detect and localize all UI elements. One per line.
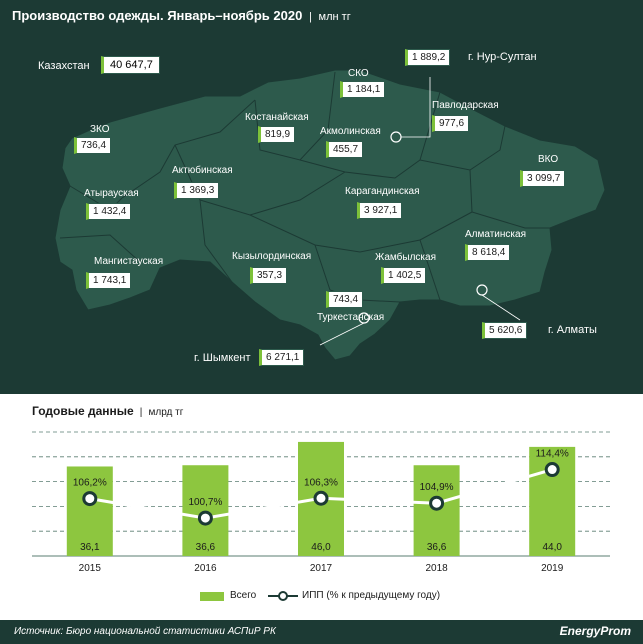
map-unit: млн тг bbox=[318, 11, 351, 23]
annual-unit: млрд тг bbox=[148, 407, 184, 418]
ipp-point-2015 bbox=[82, 491, 98, 507]
legend-line-swatch bbox=[268, 591, 298, 601]
annual-chart: 36,1 2015 36,6 2016 46,0 2017 36,6 2018 44,0 2019… bbox=[32, 431, 610, 574]
x-tick-2019: 2019 bbox=[541, 563, 564, 574]
region-name-zhambyl: Жамбылская bbox=[375, 252, 436, 263]
region-value-akmola: 455,7 bbox=[326, 141, 364, 158]
ipp-point-2016 bbox=[197, 510, 213, 526]
legend-line-label: ИПП (% к предыдущему году) bbox=[302, 590, 441, 601]
region-value-karaganda: 3 927,1 bbox=[357, 202, 403, 219]
region-value-kyzylorda: 357,3 bbox=[250, 267, 288, 284]
region-name-mangistau: Мангистауская bbox=[94, 256, 164, 267]
region-value-atyrau: 1 432,4 bbox=[86, 203, 132, 220]
region-value-pavlodar: 977,6 bbox=[432, 115, 470, 132]
region-value-mangistau: 1 743,1 bbox=[86, 272, 132, 289]
region-value-almaty-region: 8 618,4 bbox=[465, 244, 511, 261]
x-tick-2016: 2016 bbox=[194, 563, 217, 574]
region-value-shymkent: 6 271,1 bbox=[259, 349, 305, 366]
ipp-point-2018 bbox=[429, 495, 445, 511]
energyprom-logo: EnergyProm bbox=[559, 624, 631, 638]
region-value-almaty-city: 5 620,6 bbox=[482, 322, 528, 339]
region-name-almaty-city: г. Алматы bbox=[548, 324, 597, 336]
annual-title: Годовые данные | млрд тг bbox=[32, 404, 184, 418]
x-tick-2018: 2018 bbox=[425, 563, 448, 574]
ipp-label-2016: 100,7% bbox=[188, 497, 222, 508]
region-value-zhambyl: 1 402,5 bbox=[381, 267, 427, 284]
region-name-pavlodar: Павлодарская bbox=[432, 100, 499, 111]
legend-bar-label: Всего bbox=[230, 590, 257, 601]
ipp-point-2017 bbox=[313, 490, 329, 506]
chart-legend: Всего ИПП (% к предыдущему году) bbox=[0, 588, 643, 604]
page-title: Производство одежды. Январь–ноябрь 2020 bbox=[12, 8, 303, 23]
x-tick-2017: 2017 bbox=[310, 563, 333, 574]
ipp-label-2018: 104,9% bbox=[420, 482, 454, 493]
footer: Источник: Бюро национальной статистики А… bbox=[0, 620, 643, 644]
region-name-kostanay: Костанайская bbox=[245, 112, 309, 123]
legend-bar-swatch bbox=[200, 592, 224, 601]
region-value-turkestan: 743,4 bbox=[326, 291, 364, 308]
ipp-label-2017: 106,3% bbox=[304, 477, 338, 488]
bar-label-2016: 36,6 bbox=[196, 542, 216, 553]
region-name-aktobe: Актюбинская bbox=[172, 165, 233, 176]
kazakhstan-value: 40 647,7 bbox=[101, 56, 160, 74]
region-value-vko: 3 099,7 bbox=[520, 170, 566, 187]
map-panel: Производство одежды. Январь–ноябрь 2020 … bbox=[0, 0, 643, 394]
source-text: Источник: Бюро национальной статистики А… bbox=[14, 626, 276, 637]
region-value-aktobe: 1 369,3 bbox=[174, 182, 220, 199]
region-value-sko: 1 184,1 bbox=[340, 81, 386, 98]
ipp-point-2019 bbox=[544, 462, 560, 478]
region-name-karaganda: Карагандинская bbox=[345, 186, 420, 197]
kazakhstan-label: Казахстан bbox=[38, 60, 90, 72]
region-name-kyzylorda: Кызылординская bbox=[232, 251, 312, 262]
region-value-nur-sultan: 1 889,2 bbox=[405, 49, 451, 66]
region-name-akmola: Акмолинская bbox=[320, 126, 381, 137]
region-name-zko: ЗКО bbox=[90, 124, 110, 135]
region-name-turkestan: Туркестанская bbox=[317, 312, 385, 323]
region-name-vko: ВКО bbox=[538, 154, 559, 165]
region-name-nur-sultan: г. Нур-Султан bbox=[468, 51, 537, 63]
ipp-label-2019: 114,4% bbox=[536, 449, 569, 460]
ipp-label-2015: 106,2% bbox=[73, 478, 107, 489]
region-name-shymkent: г. Шымкент bbox=[194, 352, 251, 364]
region-name-sko: СКО bbox=[348, 68, 369, 79]
region-name-almaty-region: Алматинская bbox=[465, 229, 526, 240]
bar-label-2015: 36,1 bbox=[80, 542, 100, 553]
region-value-kostanay: 819,9 bbox=[258, 126, 296, 143]
bar-2015 bbox=[66, 466, 113, 556]
bar-label-2018: 36,6 bbox=[427, 542, 447, 553]
bar-label-2017: 46,0 bbox=[311, 542, 331, 553]
kazakhstan-map bbox=[54, 69, 606, 361]
map-header: Производство одежды. Январь–ноябрь 2020 … bbox=[12, 8, 351, 23]
bar-label-2019: 44,0 bbox=[542, 542, 562, 553]
region-value-zko: 736,4 bbox=[74, 137, 112, 154]
annual-section: Годовые данные | млрд тг 36,1 2015 36,6 201… bbox=[0, 394, 643, 644]
annual-title-text: Годовые данные bbox=[32, 404, 134, 418]
x-tick-2015: 2015 bbox=[79, 563, 102, 574]
region-name-atyrau: Атырауская bbox=[84, 188, 139, 199]
